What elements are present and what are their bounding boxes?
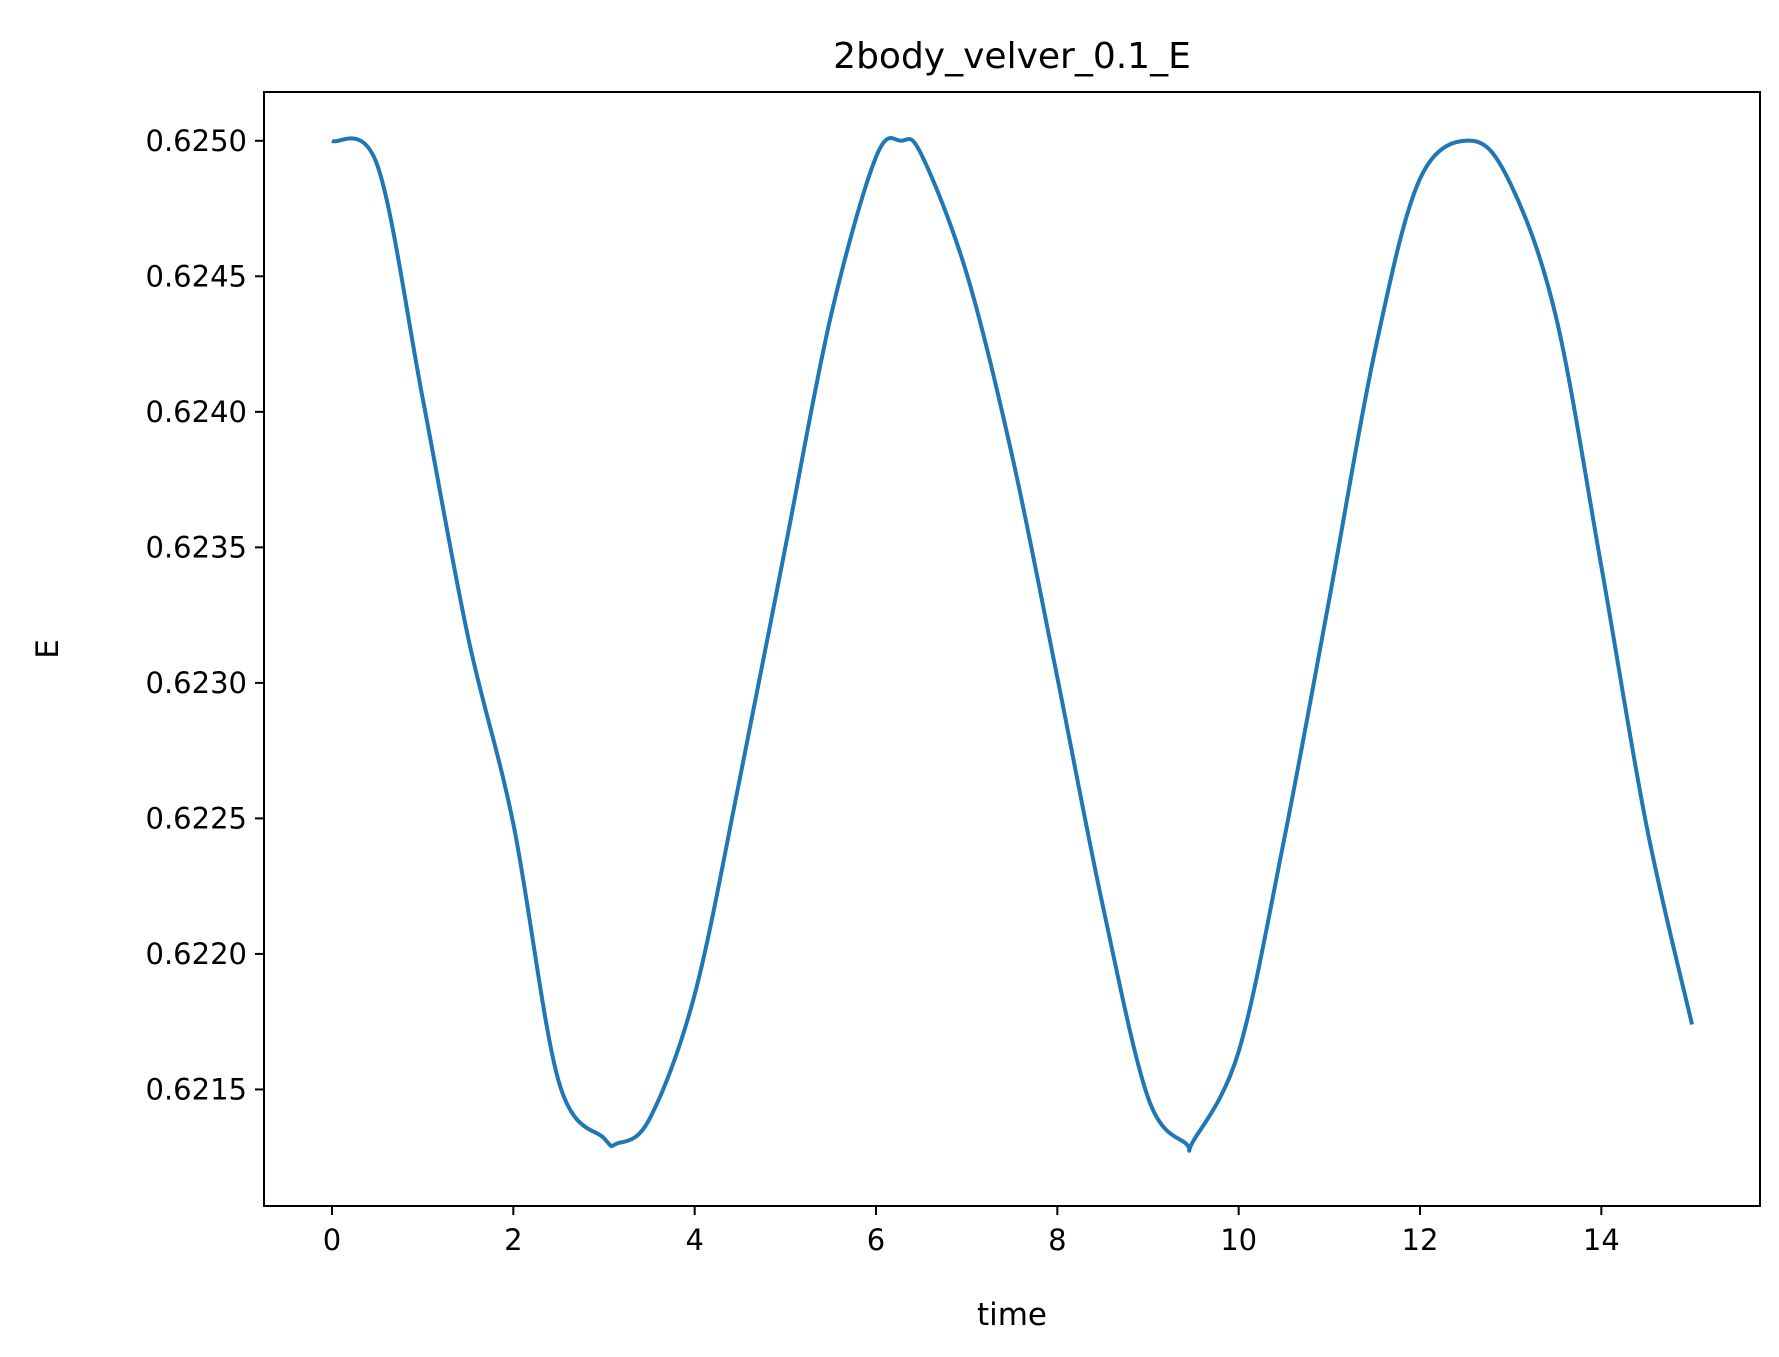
x-tick-label: 14 xyxy=(1583,1223,1620,1257)
y-tick-label: 0.6235 xyxy=(146,530,247,564)
y-tick-label: 0.6225 xyxy=(146,801,247,835)
x-tick-label: 6 xyxy=(867,1223,885,1257)
y-tick-label: 0.6250 xyxy=(146,124,247,158)
x-tick-label: 10 xyxy=(1220,1223,1257,1257)
plot-area xyxy=(264,92,1760,1206)
x-tick-label: 2 xyxy=(504,1223,522,1257)
series-line xyxy=(331,136,1694,1153)
x-tick-label: 0 xyxy=(323,1223,341,1257)
series-layer xyxy=(331,136,1694,1153)
chart-title: 2body_velver_0.1_E xyxy=(833,36,1191,77)
y-tick-label: 0.6215 xyxy=(146,1072,247,1106)
y-axis-label: E xyxy=(30,639,66,659)
x-axis: 0 2 4 6 8 10 12 14 xyxy=(323,1206,1620,1257)
plot-frame xyxy=(263,91,1761,1207)
y-tick-label: 0.6240 xyxy=(146,395,247,429)
y-axis: 0.6215 0.6220 0.6225 0.6230 0.6235 0.6240 0.62… xyxy=(146,124,264,1106)
x-tick-label: 4 xyxy=(685,1223,703,1257)
y-tick-label: 0.6245 xyxy=(146,259,247,293)
x-tick-label: 8 xyxy=(1048,1223,1066,1257)
x-tick-label: 12 xyxy=(1402,1223,1439,1257)
x-axis-label: time xyxy=(977,1297,1047,1333)
y-tick-label: 0.6230 xyxy=(146,666,247,700)
y-tick-label: 0.6220 xyxy=(146,937,247,971)
